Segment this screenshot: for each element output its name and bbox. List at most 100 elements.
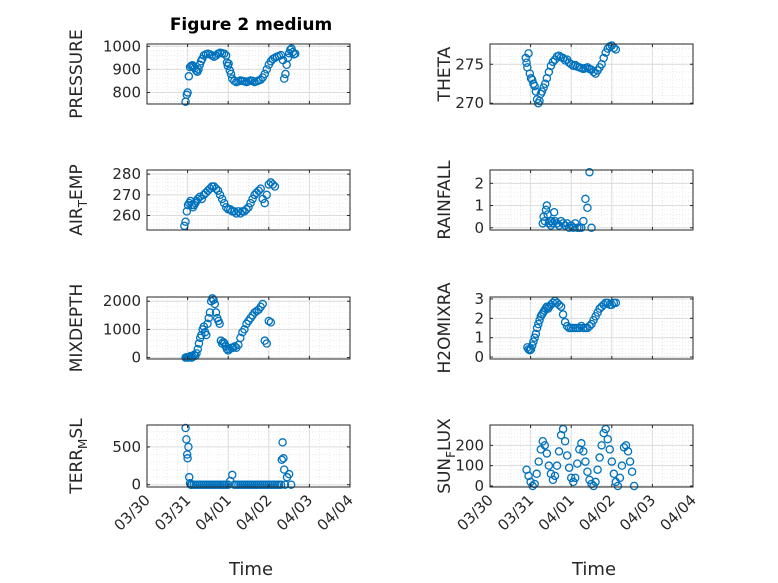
data-point — [583, 467, 592, 477]
subplot-1: 800 900 1000 PRESSURE — [67, 29, 351, 119]
data-point — [627, 467, 637, 477]
data-point — [609, 469, 619, 479]
data-point — [266, 318, 276, 327]
data-point — [211, 184, 221, 193]
data-point — [262, 190, 272, 200]
data-point — [629, 481, 639, 491]
data-point — [531, 87, 541, 96]
data-point — [538, 437, 548, 446]
y-axis-label: PRESSURE — [67, 29, 87, 118]
data-point — [625, 457, 635, 466]
axes-box — [146, 296, 351, 360]
data-point — [542, 302, 552, 311]
data-point — [554, 300, 564, 309]
data-point — [597, 441, 606, 450]
data-point — [180, 221, 189, 231]
data-point — [183, 88, 192, 97]
data-point — [213, 186, 223, 195]
data-point — [583, 63, 592, 72]
data-point — [583, 203, 592, 213]
data-point — [278, 438, 287, 447]
data-point — [236, 209, 245, 218]
data-point — [532, 469, 541, 479]
data-point — [181, 423, 190, 433]
data-point — [181, 217, 190, 226]
data-point — [284, 469, 294, 479]
data-point — [524, 49, 533, 58]
data-point — [599, 428, 608, 438]
y-tick-label: 100 — [455, 457, 484, 475]
data-point — [607, 457, 617, 466]
data-point — [527, 341, 537, 350]
data-point — [225, 205, 235, 214]
data-point — [204, 313, 213, 323]
data-point — [244, 202, 253, 212]
y-tick-label: 2000 — [103, 292, 141, 310]
data-point — [529, 337, 538, 346]
data-point — [585, 321, 594, 331]
data-point — [575, 323, 584, 333]
data-point — [562, 219, 572, 228]
data-point — [184, 72, 194, 81]
data-point — [554, 447, 564, 456]
data-point — [215, 319, 224, 329]
data-point — [568, 223, 578, 233]
y-tick-label: 0 — [474, 477, 484, 495]
data-point — [560, 221, 570, 230]
axes-box — [489, 43, 694, 105]
y-tick-label: 900 — [112, 60, 141, 78]
data-point — [522, 58, 531, 67]
data-point — [210, 299, 220, 309]
data-point — [183, 454, 192, 463]
data-point — [589, 481, 598, 491]
data-point — [205, 184, 215, 193]
axes-box — [146, 169, 351, 231]
y-axis-label: THETA — [435, 46, 455, 102]
data-point — [613, 481, 623, 491]
data-point — [215, 190, 225, 200]
data-point — [192, 349, 201, 358]
axes-box — [146, 424, 351, 488]
y-tick-label: 2 — [474, 174, 484, 192]
data-point — [593, 465, 602, 474]
y-tick-label: 1 — [474, 197, 484, 215]
data-point — [279, 454, 288, 463]
data-point — [560, 437, 570, 446]
data-point — [202, 330, 211, 340]
y-tick-label: 270 — [455, 94, 484, 112]
data-point — [548, 475, 558, 485]
data-point — [262, 65, 272, 74]
data-point — [222, 58, 232, 67]
data-point — [587, 223, 596, 233]
x-axis-label-left: Time — [228, 559, 273, 580]
data-point — [234, 207, 243, 216]
axes-box — [489, 296, 694, 360]
data-point — [595, 453, 604, 462]
data-point — [548, 57, 558, 67]
data-point — [279, 465, 289, 474]
data-point — [603, 434, 612, 444]
data-point — [276, 50, 286, 60]
y-axis-label: MIXDEPTH — [67, 284, 87, 373]
data-point — [542, 449, 552, 458]
y-tick-label: 0 — [131, 349, 141, 367]
y-axis-label: RAINFALL — [435, 160, 455, 240]
subplot-3: 260 270 280 AIRTEMP — [67, 164, 351, 236]
data-point — [607, 300, 617, 309]
data-point — [558, 219, 568, 228]
data-point — [564, 223, 574, 233]
data-point — [260, 69, 269, 79]
data-point — [579, 216, 588, 226]
data-point — [552, 461, 562, 470]
data-point — [530, 333, 539, 342]
subplot-6: 01 23 H2OMIXRA — [435, 282, 694, 374]
data-point — [262, 339, 272, 348]
y-tick-label: 1 — [474, 329, 484, 347]
y-axis-label: TERRMSL — [67, 418, 90, 495]
data-point — [184, 442, 193, 452]
y-tick-label: 0 — [474, 219, 484, 237]
axes-box — [146, 43, 351, 105]
y-tick-label: 0 — [131, 476, 141, 494]
data-point — [568, 477, 578, 487]
